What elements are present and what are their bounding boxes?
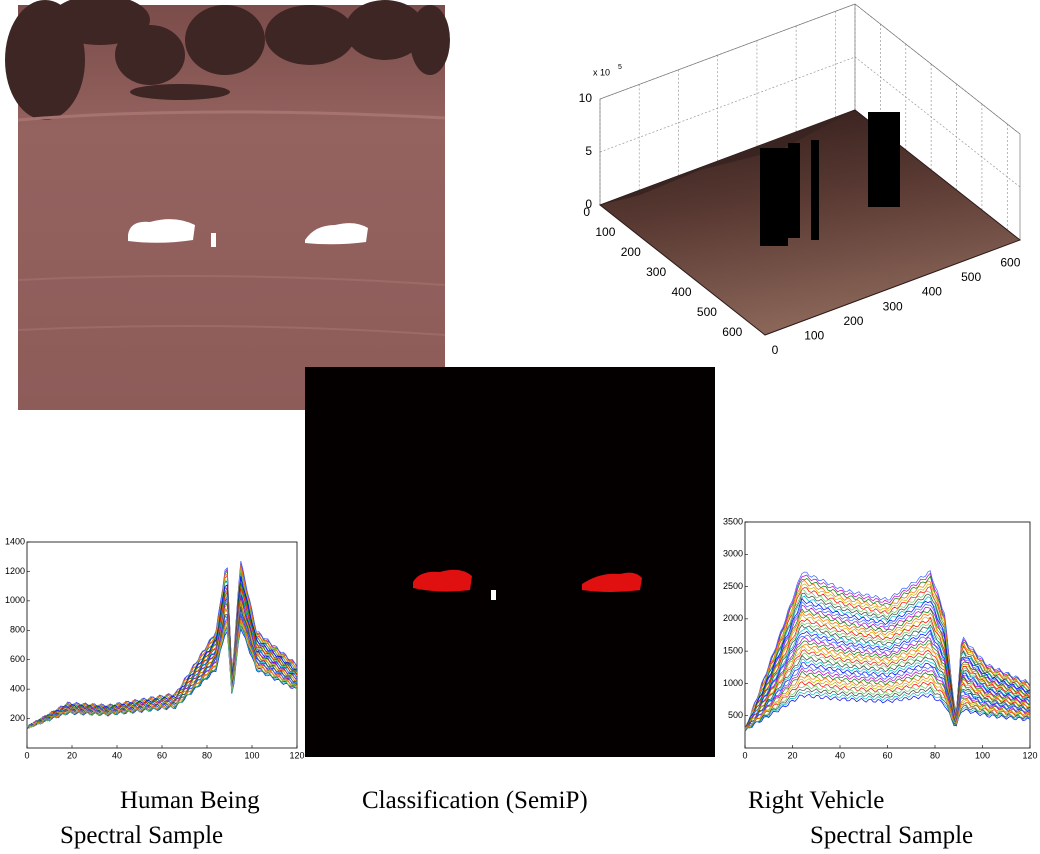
vehicle-spectral-plot: 0 20 40 60 80 100 120 500 1000 1500 2000 2500 3000 35… (723, 516, 1038, 760)
x-tick-label: 100 (975, 750, 990, 760)
caption: Spectral Sample (60, 822, 223, 849)
x-tick-label: 0 (772, 343, 779, 357)
grid-line (600, 4, 1020, 134)
z-tick-label: 10 (579, 91, 593, 105)
x-tick-label: 300 (883, 299, 903, 313)
y-tick-label: 100 (595, 225, 615, 239)
y-tick-label: 1500 (723, 646, 743, 656)
x-tick-label: 60 (157, 750, 167, 760)
human-spectral-plot: 0 20 40 60 80 100 120 200 400 600 800 1000 1200 1400 (5, 536, 305, 760)
y-tick-label: 500 (728, 710, 743, 720)
y-tick-label: 1000 (723, 678, 743, 688)
x-tick-label: 120 (1022, 750, 1037, 760)
y-tick-label: 400 (10, 684, 25, 694)
scene-image (5, 0, 450, 410)
y-tick-label: 1000 (5, 595, 25, 605)
caption: Classification (SemiP) (362, 787, 588, 814)
z-tick-label: 5 (585, 144, 592, 158)
y-tick-label: 600 (722, 325, 742, 339)
x-tick-label: 40 (112, 750, 122, 760)
x-tick-label: 500 (961, 270, 981, 284)
y-tick-label: 3500 (723, 516, 743, 526)
x-tick-label: 20 (67, 750, 77, 760)
surface-plot: 0100200300400500600010020030040050060005… (579, 4, 1021, 357)
classification-image (305, 367, 715, 757)
figure: 0100200300400500600010020030040050060005… (0, 0, 1040, 854)
x-tick-label: 100 (244, 750, 259, 760)
y-tick-label: 1200 (5, 566, 25, 576)
x-tick-label: 80 (930, 750, 940, 760)
caption: Human Being (120, 787, 260, 814)
x-tick-label: 40 (835, 750, 845, 760)
x-tick-label: 100 (804, 329, 824, 343)
x-tick-label: 0 (24, 750, 29, 760)
x-tick-label: 60 (882, 750, 892, 760)
y-tick-label: 500 (697, 305, 717, 319)
x-tick-label: 80 (202, 750, 212, 760)
y-tick-label: 400 (672, 285, 692, 299)
caption: Spectral Sample (810, 822, 973, 849)
z-multiplier: x 10 (593, 67, 610, 77)
y-tick-label: 1400 (5, 536, 25, 546)
x-tick-label: 400 (922, 285, 942, 299)
z-tick-label: 0 (585, 197, 592, 211)
x-tick-label: 20 (787, 750, 797, 760)
z-exponent: 5 (618, 64, 622, 71)
caption: Right Vehicle (748, 787, 884, 814)
x-tick-label: 0 (742, 750, 747, 760)
y-tick-label: 200 (621, 245, 641, 259)
y-tick-label: 200 (10, 713, 25, 723)
y-tick-label: 300 (646, 265, 666, 279)
y-tick-label: 3000 (723, 549, 743, 559)
x-tick-label: 120 (289, 750, 304, 760)
y-tick-label: 2000 (723, 613, 743, 623)
x-tick-label: 600 (1000, 255, 1020, 269)
y-tick-label: 2500 (723, 581, 743, 591)
x-tick-label: 200 (843, 314, 863, 328)
y-tick-label: 800 (10, 625, 25, 635)
y-tick-label: 600 (10, 654, 25, 664)
